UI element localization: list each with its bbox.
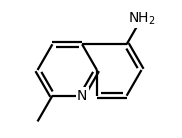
Text: NH$_2$: NH$_2$ xyxy=(128,10,155,27)
Text: N: N xyxy=(77,89,87,103)
